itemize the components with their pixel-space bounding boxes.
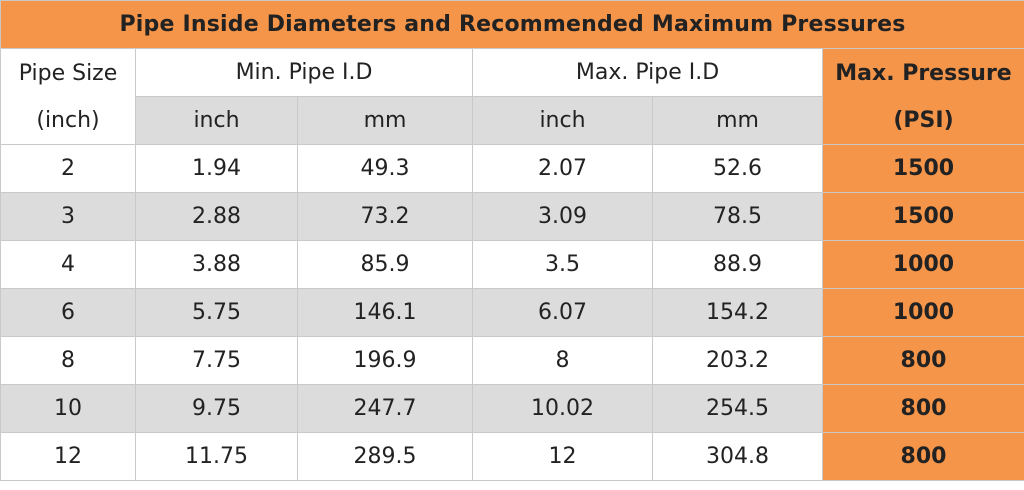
cell-max-pressure: 1500 xyxy=(822,192,1024,241)
cell-min-inch: 9.75 xyxy=(135,384,298,433)
max-pressure-header-label: Max. Pressure xyxy=(835,60,1012,86)
header-row-1: Pipe Size (inch) Min. Pipe I.D Max. Pipe… xyxy=(0,48,1024,145)
cell-max-pressure: 1000 xyxy=(822,240,1024,289)
cell-min-mm: 73.2 xyxy=(297,192,473,241)
cell-size: 2 xyxy=(0,144,136,193)
cell-max-pressure: 1500 xyxy=(822,144,1024,193)
cell-max-inch: 3.5 xyxy=(472,240,653,289)
pipe-size-header: Pipe Size (inch) xyxy=(0,48,136,145)
max-pressure-header-unit: (PSI) xyxy=(893,107,954,133)
cell-min-inch: 7.75 xyxy=(135,336,298,385)
cell-max-inch: 3.09 xyxy=(472,192,653,241)
table-row: 12 11.75 289.5 12 304.8 800 xyxy=(0,432,1024,481)
cell-max-inch: 6.07 xyxy=(472,288,653,337)
title-row: Pipe Inside Diameters and Recommended Ma… xyxy=(0,0,1024,49)
table-row: 6 5.75 146.1 6.07 154.2 1000 xyxy=(0,288,1024,337)
cell-max-mm: 154.2 xyxy=(652,288,823,337)
cell-min-inch: 11.75 xyxy=(135,432,298,481)
table-row: 8 7.75 196.9 8 203.2 800 xyxy=(0,336,1024,385)
cell-size: 3 xyxy=(0,192,136,241)
table-title: Pipe Inside Diameters and Recommended Ma… xyxy=(0,0,1024,49)
cell-size: 6 xyxy=(0,288,136,337)
cell-size: 8 xyxy=(0,336,136,385)
cell-min-mm: 247.7 xyxy=(297,384,473,433)
cell-max-inch: 12 xyxy=(472,432,653,481)
cell-min-inch: 2.88 xyxy=(135,192,298,241)
table-row: 2 1.94 49.3 2.07 52.6 1500 xyxy=(0,144,1024,193)
cell-max-inch: 8 xyxy=(472,336,653,385)
cell-max-mm: 203.2 xyxy=(652,336,823,385)
cell-max-inch: 2.07 xyxy=(472,144,653,193)
table-row: 4 3.88 85.9 3.5 88.9 1000 xyxy=(0,240,1024,289)
min-id-header: Min. Pipe I.D xyxy=(135,48,473,97)
cell-min-inch: 5.75 xyxy=(135,288,298,337)
max-inch-subheader: inch xyxy=(472,96,653,145)
cell-min-inch: 3.88 xyxy=(135,240,298,289)
cell-max-mm: 52.6 xyxy=(652,144,823,193)
cell-min-mm: 146.1 xyxy=(297,288,473,337)
cell-max-pressure: 1000 xyxy=(822,288,1024,337)
cell-max-mm: 88.9 xyxy=(652,240,823,289)
table-row: 10 9.75 247.7 10.02 254.5 800 xyxy=(0,384,1024,433)
cell-max-inch: 10.02 xyxy=(472,384,653,433)
max-pressure-header: Max. Pressure (PSI) xyxy=(822,48,1024,145)
pipe-size-header-unit: (inch) xyxy=(36,107,100,133)
cell-min-mm: 289.5 xyxy=(297,432,473,481)
max-mm-subheader: mm xyxy=(652,96,823,145)
cell-min-mm: 85.9 xyxy=(297,240,473,289)
cell-min-inch: 1.94 xyxy=(135,144,298,193)
cell-max-mm: 254.5 xyxy=(652,384,823,433)
cell-max-pressure: 800 xyxy=(822,384,1024,433)
pipe-size-header-label: Pipe Size xyxy=(18,60,118,86)
cell-size: 4 xyxy=(0,240,136,289)
cell-max-pressure: 800 xyxy=(822,336,1024,385)
cell-size: 12 xyxy=(0,432,136,481)
table-row: 3 2.88 73.2 3.09 78.5 1500 xyxy=(0,192,1024,241)
cell-min-mm: 196.9 xyxy=(297,336,473,385)
cell-min-mm: 49.3 xyxy=(297,144,473,193)
min-mm-subheader: mm xyxy=(297,96,473,145)
max-id-header: Max. Pipe I.D xyxy=(472,48,823,97)
cell-max-mm: 78.5 xyxy=(652,192,823,241)
header-row-2: inch mm inch mm xyxy=(1,96,1024,145)
cell-size: 10 xyxy=(0,384,136,433)
cell-max-mm: 304.8 xyxy=(652,432,823,481)
min-inch-subheader: inch xyxy=(135,96,298,145)
cell-max-pressure: 800 xyxy=(822,432,1024,481)
